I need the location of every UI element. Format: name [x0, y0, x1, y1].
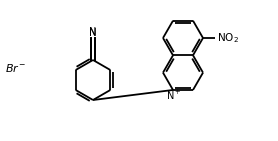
Text: Br$^-$: Br$^-$ — [5, 62, 26, 74]
Text: NO$_2$: NO$_2$ — [217, 31, 239, 45]
Text: N$^+$: N$^+$ — [166, 89, 182, 102]
Text: N: N — [89, 27, 97, 38]
Text: N: N — [89, 27, 97, 37]
